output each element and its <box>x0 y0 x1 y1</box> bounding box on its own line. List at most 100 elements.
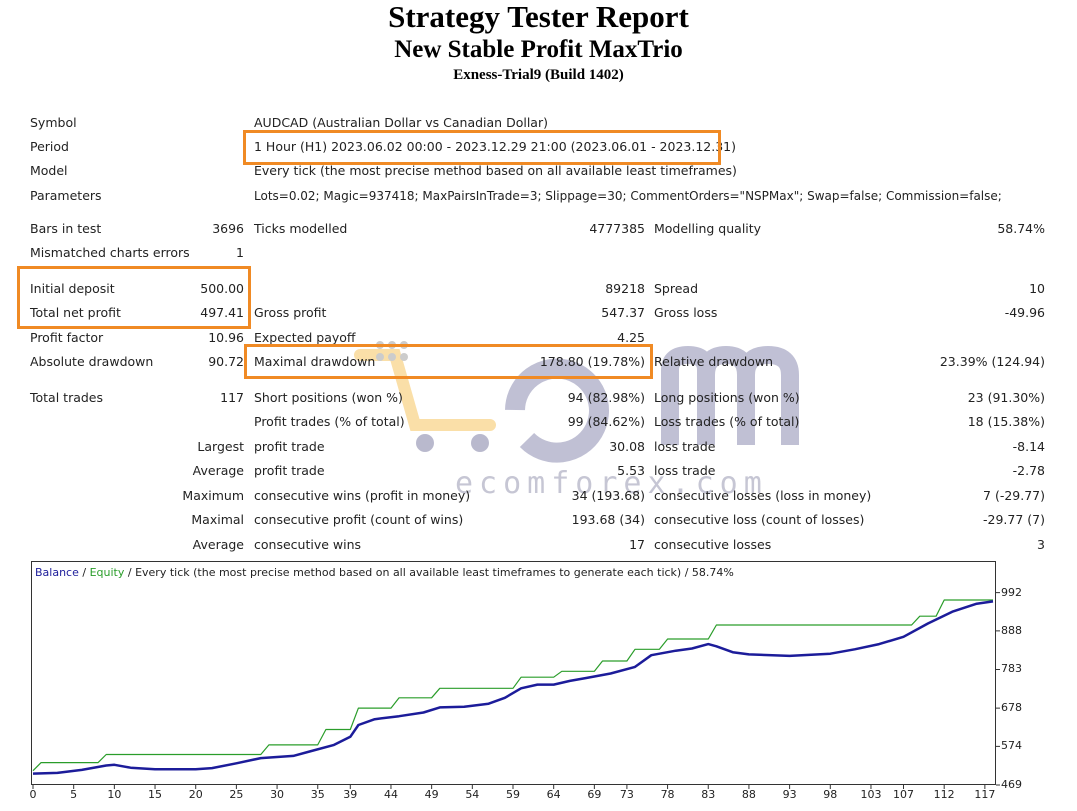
average-consecutive-label: Average <box>192 537 244 552</box>
absolute-drawdown-label: Absolute drawdown <box>30 354 154 369</box>
relative-drawdown-label: Relative drawdown <box>654 354 774 369</box>
y-tick-label: 992 <box>1001 585 1022 599</box>
gross-loss-label: Gross loss <box>654 305 718 320</box>
watermark-wheel-left <box>416 434 434 452</box>
average-profit-label: profit trade <box>254 463 325 478</box>
loss-trades-label: Loss trades (% of total) <box>654 414 800 429</box>
x-tick-label: 10 <box>107 788 122 801</box>
drawdown-highlight-box <box>244 344 653 379</box>
short-positions-label: Short positions (won %) <box>254 390 403 405</box>
largest-profit-label: profit trade <box>254 439 325 454</box>
total-trades-value: 117 <box>220 390 244 405</box>
x-tick-label: 69 <box>587 788 602 801</box>
x-tick-label: 39 <box>343 788 358 801</box>
x-tick-label: 93 <box>782 788 797 801</box>
x-tick-label: 78 <box>660 788 675 801</box>
x-tick-label: 54 <box>465 788 480 801</box>
x-tick-label: 112 <box>933 788 955 801</box>
report-title: Strategy Tester Report <box>388 0 689 34</box>
model-label: Model <box>30 163 68 178</box>
largest-loss-label: loss trade <box>654 439 716 454</box>
x-tick-label: 30 <box>270 788 285 801</box>
absolute-drawdown-value: 90.72 <box>208 354 244 369</box>
caption-equity: Equity <box>89 566 125 579</box>
long-positions-label: Long positions (won %) <box>654 390 800 405</box>
y-tick-label: 574 <box>1001 739 1022 753</box>
average-profit-value: 5.53 <box>617 463 645 478</box>
period-highlight-box <box>243 130 721 165</box>
max-consecutive-losses-label: consecutive losses (loss in money) <box>654 488 872 503</box>
initial-deposit-label: Initial deposit <box>30 281 115 296</box>
symbol-value: AUDCAD (Australian Dollar vs Canadian Do… <box>254 115 548 130</box>
maximal-label: Maximal <box>191 512 244 527</box>
bars-value: 3696 <box>212 221 244 236</box>
y-tick-label: 678 <box>1001 701 1022 715</box>
y-tick-label: 469 <box>1001 778 1022 791</box>
x-tick-label: 107 <box>893 788 914 801</box>
balance-chart-frame <box>31 561 996 785</box>
bars-label: Bars in test <box>30 221 102 236</box>
caption-description: / Every tick (the most precise method ba… <box>124 566 734 579</box>
average-consecutive-losses-value: 3 <box>1037 537 1045 552</box>
parameters-value: Lots=0.02; Magic=937418; MaxPairsInTrade… <box>254 189 1002 203</box>
expected-payoff-value: 4.25 <box>617 330 645 345</box>
symbol-label: Symbol <box>30 115 77 130</box>
x-tick-label: 15 <box>148 788 163 801</box>
quality-value: 58.74% <box>997 221 1045 236</box>
mismatch-label: Mismatched charts errors <box>30 245 190 260</box>
obscured-value: 89218 <box>605 281 645 296</box>
x-tick-label: 0 <box>29 788 37 801</box>
relative-drawdown-value: 23.39% (124.94) <box>939 354 1045 369</box>
short-positions-value: 94 (82.98%) <box>567 390 645 405</box>
x-tick-label: 117 <box>974 788 996 801</box>
largest-profit-value: 30.08 <box>609 439 645 454</box>
profit-trades-label: Profit trades (% of total) <box>254 414 405 429</box>
x-tick-label: 20 <box>188 788 203 801</box>
x-tick-label: 73 <box>619 788 634 801</box>
deposit-profit-highlight-box <box>17 266 251 329</box>
largest-label: Largest <box>197 439 244 454</box>
net-profit-value: 497.41 <box>200 305 244 320</box>
period-value: 1 Hour (H1) 2023.06.02 00:00 - 2023.12.2… <box>254 139 737 154</box>
average-consecutive-wins-label: consecutive wins <box>254 537 362 552</box>
mismatch-value: 1 <box>236 245 244 260</box>
maximal-consecutive-profit-label: consecutive profit (count of wins) <box>254 512 464 527</box>
watermark-wheel-right <box>471 434 489 452</box>
gross-profit-value: 547.37 <box>601 305 645 320</box>
x-tick-label: 98 <box>823 788 838 801</box>
report-subtitle: New Stable Profit MaxTrio <box>394 36 683 63</box>
x-tick-label: 88 <box>741 788 756 801</box>
average-label: Average <box>192 463 244 478</box>
average-loss-label: loss trade <box>654 463 716 478</box>
max-consecutive-wins-label: consecutive wins (profit in money) <box>254 488 471 503</box>
caption-separator: / <box>78 566 90 579</box>
x-tick-label: 5 <box>70 788 78 801</box>
x-tick-label: 25 <box>229 788 244 801</box>
account-build: Exness-Trial9 (Build 1402) <box>453 67 624 83</box>
loss-trades-value: 18 (15.38%) <box>967 414 1045 429</box>
caption-balance: Balance <box>35 566 79 579</box>
x-tick-label: 49 <box>424 788 439 801</box>
ticks-value: 4777385 <box>589 221 645 236</box>
balance-line <box>32 600 994 775</box>
x-tick-label: 64 <box>546 788 561 801</box>
quality-label: Modelling quality <box>654 221 762 236</box>
long-positions-value: 23 (91.30%) <box>967 390 1045 405</box>
largest-loss-value: -8.14 <box>1012 439 1045 454</box>
net-profit-label: Total net profit <box>30 305 121 320</box>
maximal-consecutive-loss-value: -29.77 (7) <box>983 512 1045 527</box>
parameters-label: Parameters <box>30 188 102 203</box>
x-tick-label: 35 <box>310 788 325 801</box>
average-loss-value: -2.78 <box>1012 463 1045 478</box>
maximal-drawdown-label: Maximal drawdown <box>254 354 376 369</box>
initial-deposit-value: 500.00 <box>200 281 244 296</box>
maximal-consecutive-profit-value: 193.68 (34) <box>571 512 645 527</box>
profit-trades-value: 99 (84.62%) <box>567 414 645 429</box>
profit-factor-label: Profit factor <box>30 330 104 345</box>
chart-caption: Balance / Equity / Every tick (the most … <box>35 566 734 580</box>
average-consecutive-losses-label: consecutive losses <box>654 537 772 552</box>
max-consecutive-losses-value: 7 (-29.77) <box>983 488 1045 503</box>
spread-value: 10 <box>1029 281 1045 296</box>
x-tick-label: 83 <box>701 788 716 801</box>
gross-profit-label: Gross profit <box>254 305 327 320</box>
